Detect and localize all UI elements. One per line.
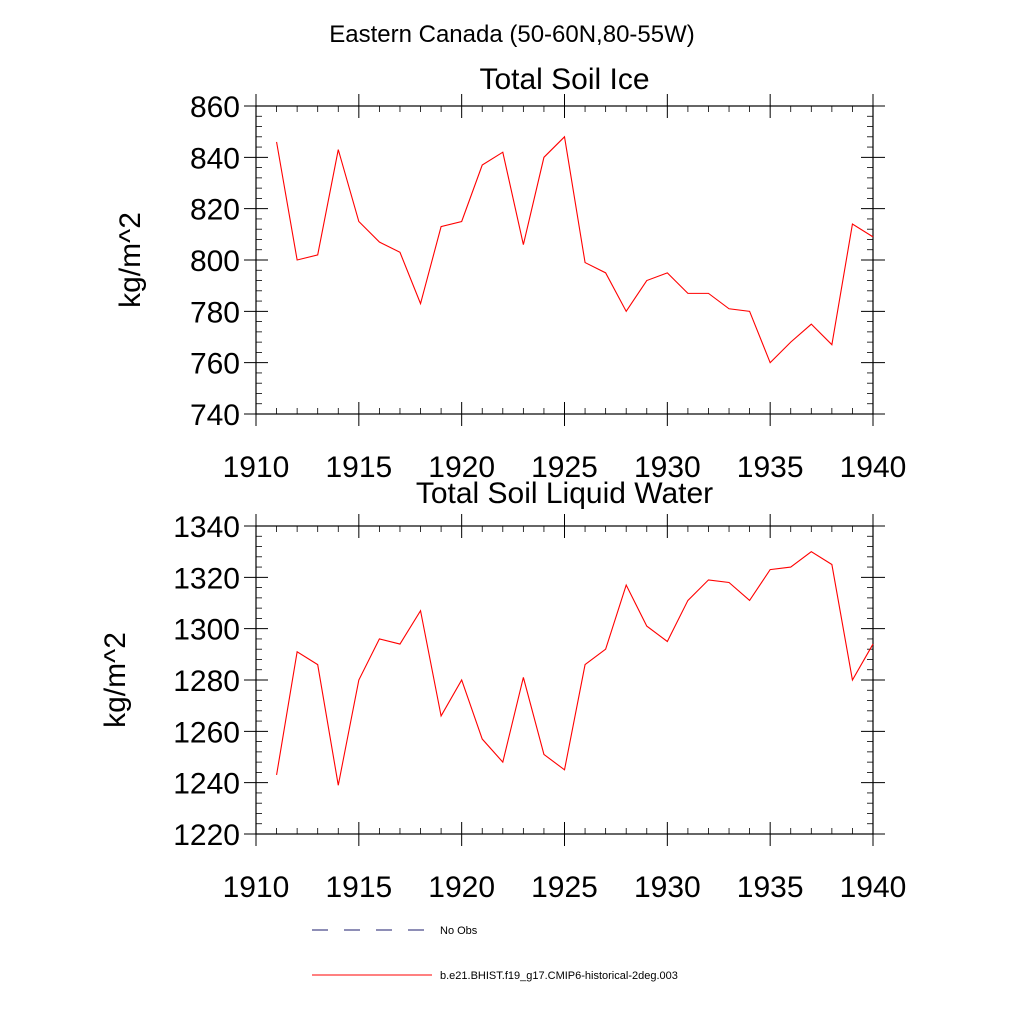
- y-tick-label: 800: [190, 245, 240, 278]
- legend-label: No Obs: [440, 925, 478, 937]
- x-tick-label: 1940: [840, 451, 907, 484]
- x-tick-label: 1930: [634, 451, 701, 484]
- plot-frame: [255, 525, 874, 835]
- x-tick-label: 1935: [737, 871, 804, 904]
- y-tick-label: 1340: [173, 511, 240, 544]
- x-tick-label: 1910: [223, 871, 290, 904]
- y-tick-label: 1300: [173, 614, 240, 647]
- y-tick-label: 1220: [173, 819, 240, 852]
- y-tick-label: 820: [190, 194, 240, 227]
- x-tick-label: 1925: [531, 871, 598, 904]
- chart-panel-2: 1910 1915 1920 1925 1930 1935 1940 1220 1240 1260…: [99, 477, 906, 904]
- x-tick-label: 1920: [428, 451, 495, 484]
- series-line-1: [276, 551, 874, 786]
- y-tick-label: 740: [190, 399, 240, 432]
- y-tick-label: 1240: [173, 768, 240, 801]
- figure-suptitle: Eastern Canada (50-60N,80-55W): [329, 21, 695, 48]
- y-tick-label: 760: [190, 348, 240, 381]
- panel-title: Total Soil Liquid Water: [416, 477, 713, 510]
- y-tick-label: 780: [190, 296, 240, 329]
- x-tick-label: 1915: [325, 451, 392, 484]
- x-tick-label: 1920: [428, 871, 495, 904]
- x-tick-label: 1940: [840, 871, 907, 904]
- chart-panel-1: 1910 1915 1920 1925 1930 1935 1940 740 760 780 800…: [114, 63, 906, 484]
- x-tick-label: 1935: [737, 451, 804, 484]
- legend: No Obs b.e21.BHIST.f19_g17.CMIP6-historic…: [312, 925, 678, 982]
- y-tick-label: 840: [190, 142, 240, 175]
- y-tick-label: 1280: [173, 665, 240, 698]
- plot-frame: [255, 105, 874, 415]
- y-axis-label: kg/m^2: [99, 632, 132, 728]
- panel-title: Total Soil Ice: [479, 63, 649, 96]
- x-tick-label: 1915: [325, 871, 392, 904]
- y-tick-label: 1320: [173, 562, 240, 595]
- x-tick-label: 1925: [531, 451, 598, 484]
- x-tick-label: 1930: [634, 871, 701, 904]
- series-line-1: [276, 135, 874, 364]
- y-tick-label: 860: [190, 91, 240, 124]
- y-axis-label: kg/m^2: [114, 212, 147, 308]
- legend-item: No Obs: [312, 925, 478, 937]
- y-tick-label: 1260: [173, 716, 240, 749]
- legend-label: b.e21.BHIST.f19_g17.CMIP6-historical-2de…: [440, 970, 678, 982]
- x-tick-label: 1910: [223, 451, 290, 484]
- legend-item: b.e21.BHIST.f19_g17.CMIP6-historical-2de…: [312, 970, 678, 982]
